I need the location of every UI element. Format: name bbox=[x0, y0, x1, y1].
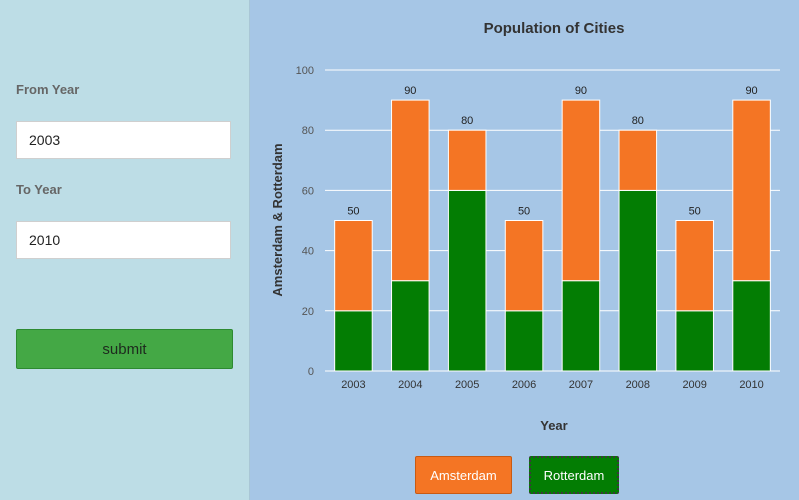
bar-total-label: 90 bbox=[745, 85, 757, 97]
bar-rotterdam bbox=[504, 310, 544, 372]
bar-total-label: 90 bbox=[575, 85, 587, 97]
bar-total-label: 50 bbox=[347, 206, 359, 218]
y-tick-label: 60 bbox=[302, 185, 314, 197]
bar-rotterdam bbox=[618, 189, 658, 372]
data-labels: 0 20 40 60 80 100 50 2003 90 2004 80 2005 50 2006 90 20… bbox=[296, 65, 764, 391]
bar-amsterdam bbox=[561, 99, 601, 282]
x-tick-label: 2004 bbox=[398, 379, 422, 391]
legend-amsterdam-button[interactable]: Amsterdam bbox=[415, 456, 512, 494]
chart-panel: Population of Cities Amsterdam & Rotterd… bbox=[250, 0, 799, 500]
from-year-label: From Year bbox=[16, 82, 80, 97]
bar-amsterdam bbox=[334, 220, 373, 312]
bar-amsterdam bbox=[504, 220, 544, 312]
to-year-label: To Year bbox=[16, 182, 62, 197]
chart-title: Population of Cities bbox=[484, 20, 625, 37]
y-tick-label: 20 bbox=[302, 306, 314, 318]
bars bbox=[334, 99, 771, 372]
bar-total-label: 50 bbox=[689, 206, 701, 218]
x-tick-label: 2007 bbox=[569, 379, 593, 391]
y-tick-label: 40 bbox=[302, 246, 314, 258]
from-year-input[interactable] bbox=[16, 121, 231, 159]
bar-rotterdam bbox=[447, 189, 487, 372]
bar-total-label: 50 bbox=[518, 206, 530, 218]
bar-total-label: 80 bbox=[632, 115, 644, 127]
filter-sidebar: From Year To Year submit bbox=[0, 0, 250, 500]
bar-amsterdam bbox=[447, 129, 487, 191]
bar-amsterdam bbox=[675, 220, 714, 312]
bar-total-label: 90 bbox=[404, 85, 416, 97]
bar-rotterdam bbox=[334, 310, 373, 372]
x-axis-title: Year bbox=[540, 418, 567, 433]
bar-rotterdam bbox=[561, 280, 601, 372]
bar-amsterdam bbox=[732, 99, 771, 282]
y-axis-title: Amsterdam & Rotterdam bbox=[270, 143, 285, 296]
x-tick-label: 2009 bbox=[682, 379, 706, 391]
to-year-input[interactable] bbox=[16, 221, 231, 259]
bar-rotterdam bbox=[732, 280, 771, 372]
bar-rotterdam bbox=[675, 310, 714, 372]
population-chart: Population of Cities Amsterdam & Rotterd… bbox=[270, 20, 780, 433]
y-tick-label: 0 bbox=[308, 366, 314, 378]
x-tick-label: 2003 bbox=[341, 379, 365, 391]
x-tick-label: 2010 bbox=[739, 379, 763, 391]
x-tick-label: 2005 bbox=[455, 379, 479, 391]
bar-rotterdam bbox=[391, 280, 430, 372]
x-tick-label: 2008 bbox=[626, 379, 650, 391]
bar-total-label: 80 bbox=[461, 115, 473, 127]
y-tick-label: 100 bbox=[296, 65, 314, 77]
x-tick-label: 2006 bbox=[512, 379, 536, 391]
legend-rotterdam-button[interactable]: Rotterdam bbox=[529, 456, 619, 494]
bar-amsterdam bbox=[391, 99, 430, 282]
submit-button[interactable]: submit bbox=[16, 329, 233, 369]
y-tick-label: 80 bbox=[302, 125, 314, 137]
bar-amsterdam bbox=[618, 129, 658, 191]
